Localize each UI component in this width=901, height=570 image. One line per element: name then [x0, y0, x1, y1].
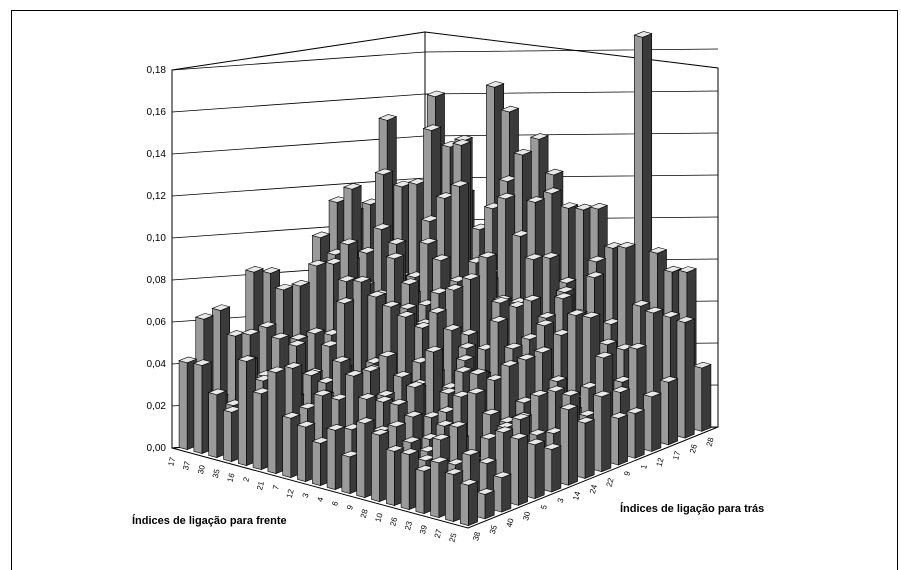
bar: [526, 438, 546, 500]
y-tick-label: 0,10: [147, 233, 167, 244]
bar: [642, 390, 662, 452]
x-tick-label: 26: [388, 516, 399, 527]
x-tick-label: 7: [271, 484, 281, 491]
bar: [576, 416, 596, 479]
bar: [609, 412, 629, 466]
x-tick-label: 30: [196, 464, 207, 475]
z-tick-label: 1: [639, 463, 649, 470]
z-tick-label: 35: [488, 524, 499, 535]
y-axis-ticks: 0,00 0,02 0,04 0,06 0,08 0,10 0,12 0,14 0,16 0,18: [147, 65, 167, 454]
x-tick-label: 4: [315, 496, 325, 503]
x-tick-label: 6: [330, 500, 340, 507]
chart-frame: [11, 10, 898, 570]
z-tick-label: 28: [705, 436, 716, 447]
y-tick-label: 0,14: [147, 149, 167, 160]
z-tick-label: 3: [556, 497, 566, 504]
z-tick-label: 30: [521, 510, 532, 521]
z-tick-label: 40: [505, 517, 516, 528]
x-tick-label: 27: [433, 528, 444, 539]
x-tick-label: 28: [359, 508, 370, 519]
z-axis-title: Índices de ligação para trás: [620, 502, 764, 515]
y-tick-label: 0,00: [147, 443, 167, 454]
bar: [626, 407, 646, 459]
z-axis-ticks: 38 35 40 30 53 14 24 22 91 12 17 26 28: [471, 436, 715, 542]
z-tick-label: 17: [671, 449, 682, 460]
bar: [659, 376, 679, 446]
bar: [476, 488, 496, 520]
z-tick-label: 38: [471, 530, 482, 541]
bar: [509, 432, 529, 506]
bar: [542, 443, 562, 493]
x-tick-label: 37: [181, 460, 192, 471]
x-tick-label: 16: [226, 472, 237, 483]
z-tick-label: 26: [688, 443, 699, 454]
z-tick-label: 9: [622, 470, 632, 477]
y-tick-label: 0,08: [147, 275, 167, 286]
gridline: [171, 90, 719, 113]
x-tick-label: 35: [211, 468, 222, 479]
z-tick-label: 5: [539, 503, 549, 510]
bar: [592, 390, 612, 473]
y-tick-label: 0,06: [147, 317, 167, 328]
x-tick-label: 3: [301, 492, 311, 499]
y-tick-label: 0,18: [147, 65, 167, 76]
x-tick-label: 2: [241, 476, 251, 483]
bar: [492, 471, 512, 513]
bars: [178, 31, 712, 527]
bar: [676, 316, 696, 439]
x-tick-label: 21: [255, 480, 266, 491]
y-tick-label: 0,12: [147, 191, 167, 202]
bar: [207, 388, 227, 459]
gridline: [171, 48, 719, 71]
x-tick-label: 17: [166, 456, 177, 467]
x-tick-label: 10: [374, 512, 385, 523]
x-tick-label: 39: [418, 524, 429, 535]
bar: [559, 403, 579, 486]
y-tick-label: 0,02: [147, 401, 167, 412]
x-tick-label: 25: [448, 532, 459, 543]
y-tick-label: 0,16: [147, 107, 167, 118]
x-tick-label: 12: [285, 488, 296, 499]
x-tick-label: 9: [345, 504, 355, 511]
z-tick-label: 24: [588, 483, 599, 494]
x-tick-label: 23: [403, 520, 414, 531]
bar: [459, 479, 479, 527]
x-axis-title: Índices de ligação para frente: [132, 514, 287, 527]
bar: [692, 361, 712, 432]
y-tick-label: 0,04: [147, 359, 167, 370]
z-tick-label: 14: [571, 490, 582, 501]
z-tick-label: 12: [655, 456, 666, 467]
z-tick-label: 22: [605, 476, 616, 487]
